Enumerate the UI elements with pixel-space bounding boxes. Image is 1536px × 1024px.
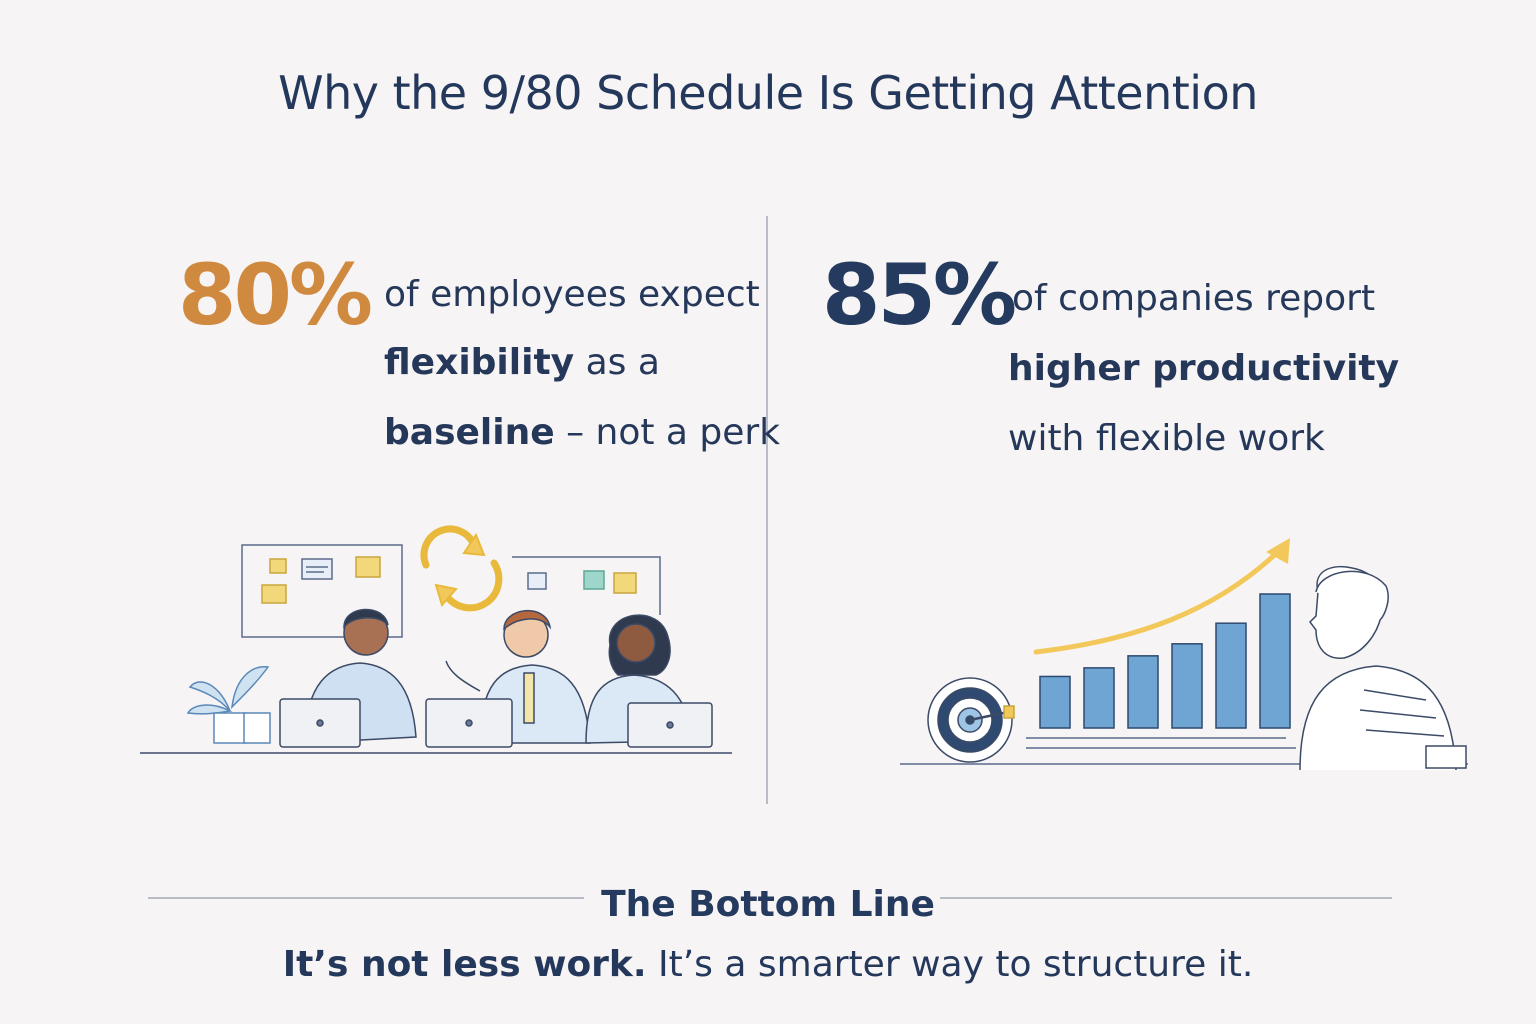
bar-5 bbox=[1215, 622, 1247, 729]
right-stat-line2: higher productivity bbox=[1008, 348, 1400, 389]
trend-arrow-icon bbox=[1033, 538, 1290, 655]
team-illustration bbox=[140, 525, 732, 754]
growth-illustration bbox=[900, 538, 1468, 770]
refresh-cycle-icon bbox=[420, 525, 503, 612]
left-stat-line2-bold: flexibility bbox=[384, 342, 575, 383]
left-stat-line3-rest: – not a perk bbox=[554, 412, 781, 453]
bottom-divider-left bbox=[148, 897, 584, 899]
right-stat-percent: 85% bbox=[822, 246, 1017, 344]
bottom-line-title: The Bottom Line bbox=[601, 884, 935, 925]
bottom-text-bold: It’s not less work. bbox=[282, 944, 647, 985]
bar-2 bbox=[1083, 667, 1115, 729]
target-icon bbox=[927, 677, 1015, 763]
bar-1 bbox=[1039, 675, 1071, 729]
left-stat-line2-rest: as a bbox=[574, 342, 660, 383]
bar-4 bbox=[1171, 643, 1203, 729]
right-stat-line1: of companies report bbox=[1012, 278, 1376, 319]
bottom-text-rest: It’s a smarter way to structure it. bbox=[646, 944, 1254, 985]
left-stat-line3: baseline – not a perk bbox=[384, 412, 780, 453]
person-viewer bbox=[1299, 565, 1467, 770]
whiteboard-left bbox=[241, 544, 403, 638]
left-stat-percent: 80% bbox=[178, 246, 373, 344]
left-stat-line1: of employees expect bbox=[384, 274, 760, 315]
left-stat-line3-bold: baseline bbox=[384, 412, 555, 453]
bottom-divider-right bbox=[940, 897, 1392, 899]
plant-icon bbox=[186, 666, 271, 744]
center-divider bbox=[766, 216, 768, 804]
bottom-line-text: It’s not less work. It’s a smarter way t… bbox=[0, 944, 1536, 985]
right-stat-line3: with flexible work bbox=[1008, 418, 1325, 459]
page-title: Why the 9/80 Schedule Is Getting Attenti… bbox=[278, 66, 1258, 120]
bar-3 bbox=[1127, 655, 1159, 729]
bar-group bbox=[1039, 593, 1291, 729]
left-stat-line2: flexibility as a bbox=[384, 342, 660, 383]
bar-6 bbox=[1259, 593, 1291, 729]
